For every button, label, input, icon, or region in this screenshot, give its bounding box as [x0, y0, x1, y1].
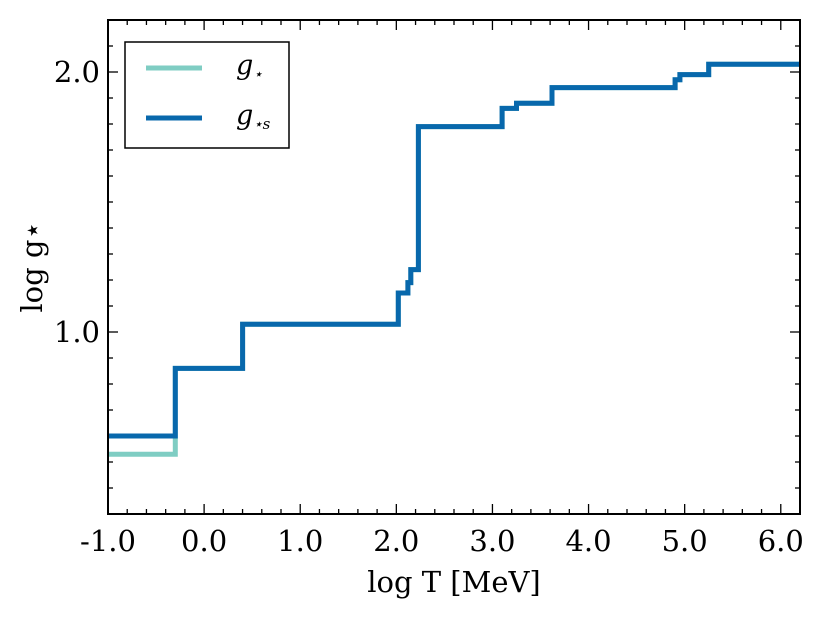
legend-label: g⋆s [236, 100, 271, 133]
series-layer [108, 61, 800, 457]
x-tick-label: 4.0 [565, 524, 611, 558]
x-tick-label: -1.0 [80, 524, 136, 558]
x-tick-label: 5.0 [662, 524, 708, 558]
x-tick-label: 2.0 [373, 524, 419, 558]
x-tick-labels: -1.0 0.0 1.0 2.0 3.0 4.0 5.0 6.0 [80, 524, 804, 558]
y-tick-labels: 1.0 2.0 [54, 55, 100, 349]
x-tick-label: 3.0 [469, 524, 515, 558]
x-tick-label: 6.0 [758, 524, 804, 558]
plot-frame [107, 19, 801, 515]
legend: g⋆ g⋆s [124, 41, 290, 149]
legend-box [124, 41, 290, 149]
y-tick-label: 2.0 [54, 55, 100, 89]
x-axis-label: log T [MeV] [367, 565, 541, 599]
x-tick-label: 0.0 [181, 524, 227, 558]
legend-entries: g⋆ g⋆s [146, 50, 271, 133]
series-line-g-star-s [108, 61, 800, 439]
y-axis-label: log g⋆ [15, 221, 49, 312]
y-tick-label: 1.0 [54, 315, 100, 349]
x-tick-label: 1.0 [277, 524, 323, 558]
legend-label: g⋆ [236, 50, 263, 83]
